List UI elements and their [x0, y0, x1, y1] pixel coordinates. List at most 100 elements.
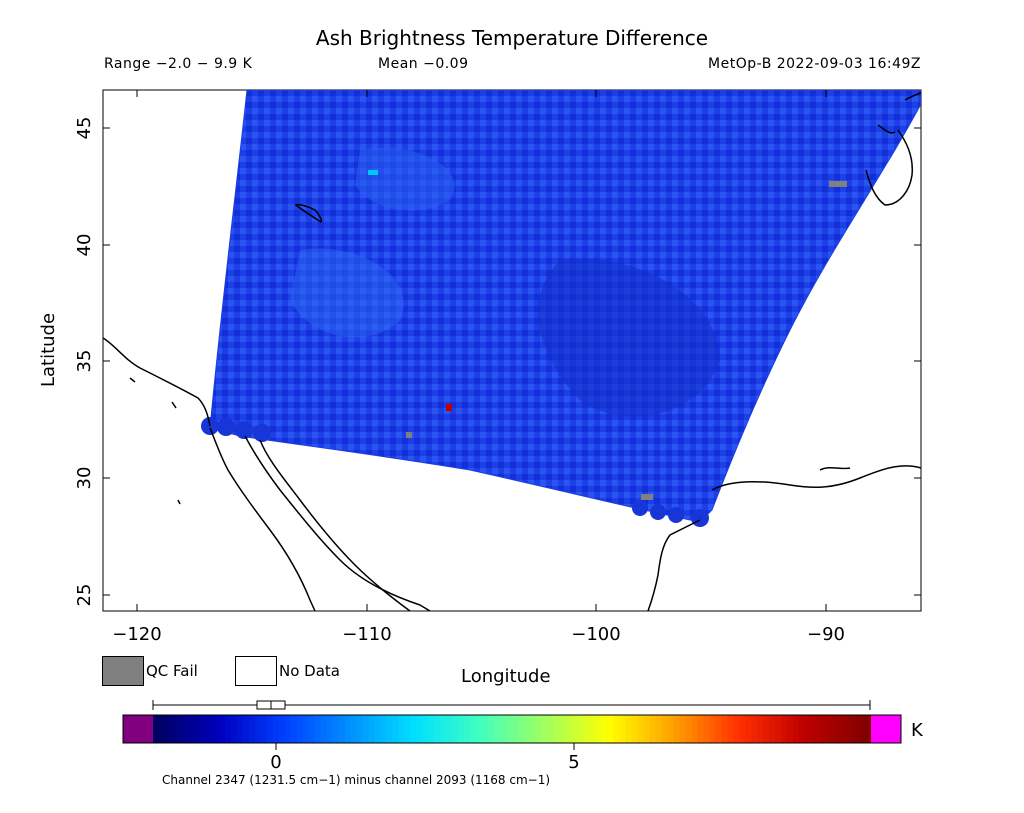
mean-text: Mean −0.09 [378, 56, 469, 72]
colorbar-segment [488, 715, 495, 743]
colorbar-segment [793, 715, 800, 743]
colorbar-segment [410, 715, 417, 743]
colorbar-segment [248, 715, 256, 743]
colorbar-segment [266, 715, 274, 743]
colorbar-segment [769, 715, 776, 743]
colorbar-segment [308, 715, 316, 743]
colorbar-segment [188, 715, 196, 743]
colorbar-segment [362, 715, 369, 743]
colorbar-segment [158, 715, 166, 743]
colorbar-segment [440, 715, 447, 743]
colorbar-segment [745, 715, 752, 743]
colorbar-segment [296, 715, 304, 743]
colorbar-segment [470, 715, 477, 743]
colorbar-segment [637, 715, 645, 743]
colorbar-segment [416, 715, 423, 743]
colorbar-segment [835, 715, 842, 743]
colorbar-segment [529, 715, 537, 743]
colorbar-segment [176, 715, 184, 743]
colorbar-overflow [871, 715, 901, 743]
colorbar-segment [685, 715, 693, 743]
y-axis-label: Latitude [38, 313, 59, 387]
colorbar-segment [523, 715, 531, 743]
colorbar-segment [200, 715, 208, 743]
colorbar-segment [182, 715, 190, 743]
colorbar-segment [464, 715, 471, 743]
colorbar-segment [649, 715, 657, 743]
colorbar-segment [482, 715, 489, 743]
cyan-pixel [368, 170, 378, 175]
colorbar-segment [452, 715, 459, 743]
colorbar-segment [673, 715, 681, 743]
colorbar-segment [715, 715, 723, 743]
colorbar-segment [164, 715, 172, 743]
colorbar-segment [565, 715, 573, 743]
colorbar-segment [326, 715, 334, 743]
xtick-label: −100 [571, 624, 620, 645]
colorbar-segment [494, 715, 501, 743]
colorbar-segment [811, 715, 818, 743]
colorbar-tick-label: 0 [270, 752, 281, 773]
x-axis-label: Longitude [461, 666, 551, 687]
plot-title: Ash Brightness Temperature Difference [315, 26, 709, 50]
colorbar-segment [320, 715, 328, 743]
colorbar-segment [218, 715, 226, 743]
colorbar-segment [338, 715, 346, 743]
colorbar-segment [709, 715, 717, 743]
qc-fail-pixel [829, 181, 847, 187]
colorbar-segment [859, 715, 866, 743]
colorbar-segment [571, 715, 579, 743]
colorbar-segment [422, 715, 429, 743]
colorbar-segment [799, 715, 806, 743]
colorbar-segment [553, 715, 561, 743]
colorbar-segment [194, 715, 202, 743]
colorbar-segment [853, 715, 860, 743]
colorbar-segment [829, 715, 836, 743]
colorbar-segment [230, 715, 238, 743]
swath-shade [290, 248, 404, 338]
colorbar-segment [446, 715, 453, 743]
colorbar-segment [697, 715, 705, 743]
colorbar-segment [350, 715, 358, 743]
colorbar-segment [577, 715, 585, 743]
colorbar-segment [428, 715, 435, 743]
colorbar-segment [595, 715, 603, 743]
no-data-swatch [235, 656, 277, 686]
colorbar-segment [206, 715, 214, 743]
colorbar-segment [703, 715, 711, 743]
colorbar-segment [727, 715, 734, 743]
colorbar-segment [739, 715, 746, 743]
colorbar-segment [547, 715, 555, 743]
qc-fail-swatch [102, 656, 144, 686]
colorbar-segment [787, 715, 794, 743]
colorbar-segment [679, 715, 687, 743]
coastlines [103, 92, 921, 611]
colorbar-segment [817, 715, 824, 743]
colorbar-segment [386, 715, 393, 743]
colorbar-segment [260, 715, 268, 743]
colorbar-segment [661, 715, 669, 743]
ytick-label: 35 [74, 350, 95, 373]
colorbar-segment [625, 715, 633, 743]
qc-fail-label: QC Fail [146, 662, 198, 680]
colorbar-segment [517, 715, 525, 743]
colorbar-segment [224, 715, 232, 743]
colorbar-segment [458, 715, 465, 743]
colorbar-segment [290, 715, 298, 743]
colorbar-segment [332, 715, 340, 743]
colorbar-segment [619, 715, 627, 743]
channel-footnote: Channel 2347 (1231.5 cm−1) minus channel… [162, 773, 551, 787]
colorbar-segment [476, 715, 483, 743]
colorbar-segment [763, 715, 770, 743]
xtick-label: −90 [807, 624, 845, 645]
colorbar-unit: K [911, 720, 923, 741]
colorbar-segment [823, 715, 830, 743]
colorbar-segment [398, 715, 405, 743]
colorbar-segment [781, 715, 788, 743]
ytick-label: 25 [74, 584, 95, 607]
ytick-label: 30 [74, 467, 95, 490]
swath-shade [355, 148, 455, 211]
colorbar-segment [380, 715, 387, 743]
colorbar-segment [751, 715, 758, 743]
